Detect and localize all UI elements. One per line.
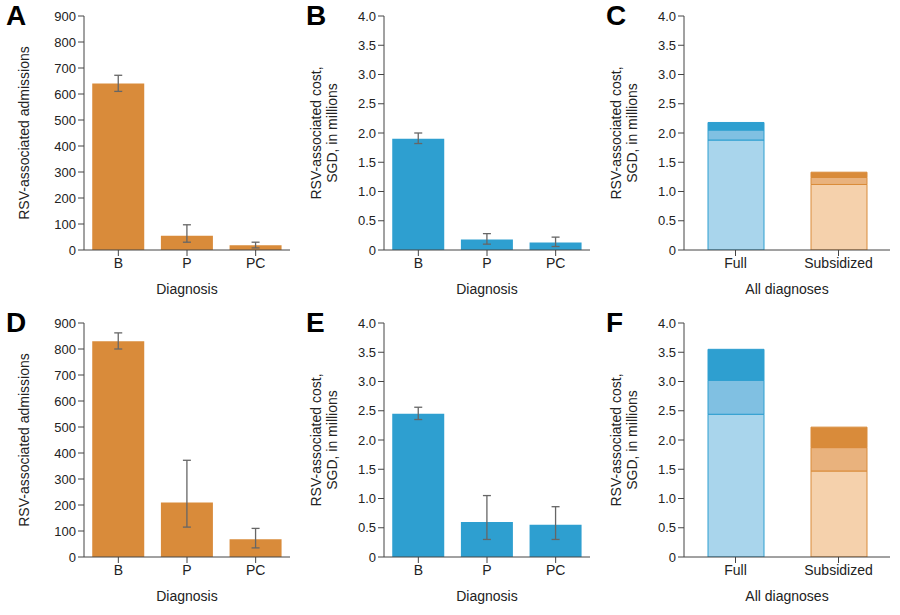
svg-text:4.0: 4.0 xyxy=(358,9,376,24)
svg-text:700: 700 xyxy=(54,61,76,76)
svg-text:3.5: 3.5 xyxy=(358,38,376,53)
svg-text:1.0: 1.0 xyxy=(658,491,676,506)
svg-text:4.0: 4.0 xyxy=(658,9,676,24)
svg-text:0: 0 xyxy=(69,243,76,258)
html-text:RSV-associated cost, SGD, in m: RSV-associated cost, SGD, in millions xyxy=(608,373,640,507)
svg-text:B: B xyxy=(414,255,423,271)
svg-text:P: P xyxy=(182,562,191,578)
svg-text:PC: PC xyxy=(246,255,265,271)
svg-text:200: 200 xyxy=(54,191,76,206)
svg-text:0.5: 0.5 xyxy=(358,213,376,228)
svg-text:P: P xyxy=(482,255,491,271)
svg-text:0: 0 xyxy=(69,550,76,565)
html-text:B: B xyxy=(306,0,327,31)
svg-text:100: 100 xyxy=(54,217,76,232)
svg-text:2.0: 2.0 xyxy=(358,126,376,141)
svg-text:500: 500 xyxy=(54,113,76,128)
svg-text:200: 200 xyxy=(54,498,76,513)
svg-text:B: B xyxy=(114,562,123,578)
svg-text:0.5: 0.5 xyxy=(658,520,676,535)
svg-text:PC: PC xyxy=(546,255,565,271)
svg-text:900: 900 xyxy=(54,316,76,331)
svg-text:800: 800 xyxy=(54,35,76,50)
html-text:RSV-associated cost, SGD, in m: RSV-associated cost, SGD, in millions xyxy=(308,373,340,507)
svg-text:3.5: 3.5 xyxy=(658,345,676,360)
svg-text:Subsidized: Subsidized xyxy=(804,255,873,271)
html-text:F: F xyxy=(606,307,624,338)
svg-text:PC: PC xyxy=(546,562,565,578)
svg-text:100: 100 xyxy=(54,524,76,539)
svg-text:2.5: 2.5 xyxy=(358,96,376,111)
svg-text:All diagnoses: All diagnoses xyxy=(745,281,828,297)
svg-text:400: 400 xyxy=(54,446,76,461)
svg-text:900: 900 xyxy=(54,9,76,24)
svg-text:300: 300 xyxy=(54,472,76,487)
html-text:C: C xyxy=(606,0,627,31)
svg-text:2.0: 2.0 xyxy=(658,126,676,141)
html-text:RSV-associated admissions: RSV-associated admissions xyxy=(16,46,32,220)
html-text:D: D xyxy=(6,307,27,338)
svg-text:4.0: 4.0 xyxy=(658,316,676,331)
svg-text:B: B xyxy=(414,562,423,578)
svg-text:0: 0 xyxy=(669,243,676,258)
svg-text:P: P xyxy=(482,562,491,578)
svg-text:3.0: 3.0 xyxy=(658,67,676,82)
svg-text:Diagnosis: Diagnosis xyxy=(456,588,517,604)
svg-text:300: 300 xyxy=(54,165,76,180)
svg-text:600: 600 xyxy=(54,87,76,102)
svg-text:1.0: 1.0 xyxy=(358,184,376,199)
svg-text:Diagnosis: Diagnosis xyxy=(156,588,217,604)
svg-text:1.5: 1.5 xyxy=(658,462,676,477)
svg-text:500: 500 xyxy=(54,420,76,435)
svg-text:All diagnoses: All diagnoses xyxy=(745,588,828,604)
svg-text:700: 700 xyxy=(54,368,76,383)
html-text:RSV-associated admissions: RSV-associated admissions xyxy=(16,353,32,527)
svg-text:3.5: 3.5 xyxy=(658,38,676,53)
svg-text:0.5: 0.5 xyxy=(658,213,676,228)
svg-text:Diagnosis: Diagnosis xyxy=(156,281,217,297)
svg-text:400: 400 xyxy=(54,139,76,154)
svg-text:600: 600 xyxy=(54,394,76,409)
svg-text:3.0: 3.0 xyxy=(358,374,376,389)
svg-text:3.0: 3.0 xyxy=(358,67,376,82)
svg-text:2.0: 2.0 xyxy=(358,433,376,448)
svg-text:B: B xyxy=(114,255,123,271)
svg-text:Diagnosis: Diagnosis xyxy=(456,281,517,297)
svg-text:PC: PC xyxy=(246,562,265,578)
svg-text:4.0: 4.0 xyxy=(358,316,376,331)
svg-text:3.0: 3.0 xyxy=(658,374,676,389)
svg-text:2.5: 2.5 xyxy=(658,96,676,111)
svg-text:0: 0 xyxy=(669,550,676,565)
svg-text:1.0: 1.0 xyxy=(358,491,376,506)
svg-text:800: 800 xyxy=(54,342,76,357)
svg-text:2.5: 2.5 xyxy=(358,403,376,418)
svg-text:Full: Full xyxy=(724,255,747,271)
svg-text:3.5: 3.5 xyxy=(358,345,376,360)
svg-text:2.0: 2.0 xyxy=(658,433,676,448)
svg-text:0.5: 0.5 xyxy=(358,520,376,535)
svg-text:2.5: 2.5 xyxy=(658,403,676,418)
svg-text:Full: Full xyxy=(724,562,747,578)
svg-text:1.5: 1.5 xyxy=(358,155,376,170)
svg-text:0: 0 xyxy=(369,550,376,565)
svg-text:0: 0 xyxy=(369,243,376,258)
svg-text:1.0: 1.0 xyxy=(658,184,676,199)
svg-text:1.5: 1.5 xyxy=(658,155,676,170)
html-text:E: E xyxy=(306,307,325,338)
html-text:RSV-associated cost, SGD, in m: RSV-associated cost, SGD, in millions xyxy=(608,66,640,200)
html-text:RSV-associated cost, SGD, in m: RSV-associated cost, SGD, in millions xyxy=(308,66,340,200)
svg-text:Subsidized: Subsidized xyxy=(804,562,873,578)
svg-text:1.5: 1.5 xyxy=(358,462,376,477)
html-text:A: A xyxy=(6,0,27,31)
svg-text:P: P xyxy=(182,255,191,271)
